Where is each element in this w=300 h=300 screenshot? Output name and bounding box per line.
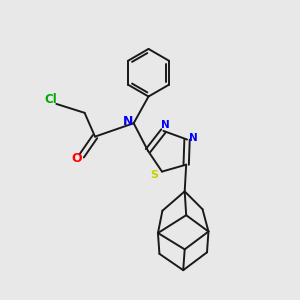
Text: Cl: Cl (44, 93, 57, 106)
Text: N: N (122, 115, 133, 128)
Text: N: N (160, 120, 169, 130)
Text: S: S (151, 169, 159, 180)
Text: N: N (189, 133, 198, 143)
Text: O: O (71, 152, 82, 165)
